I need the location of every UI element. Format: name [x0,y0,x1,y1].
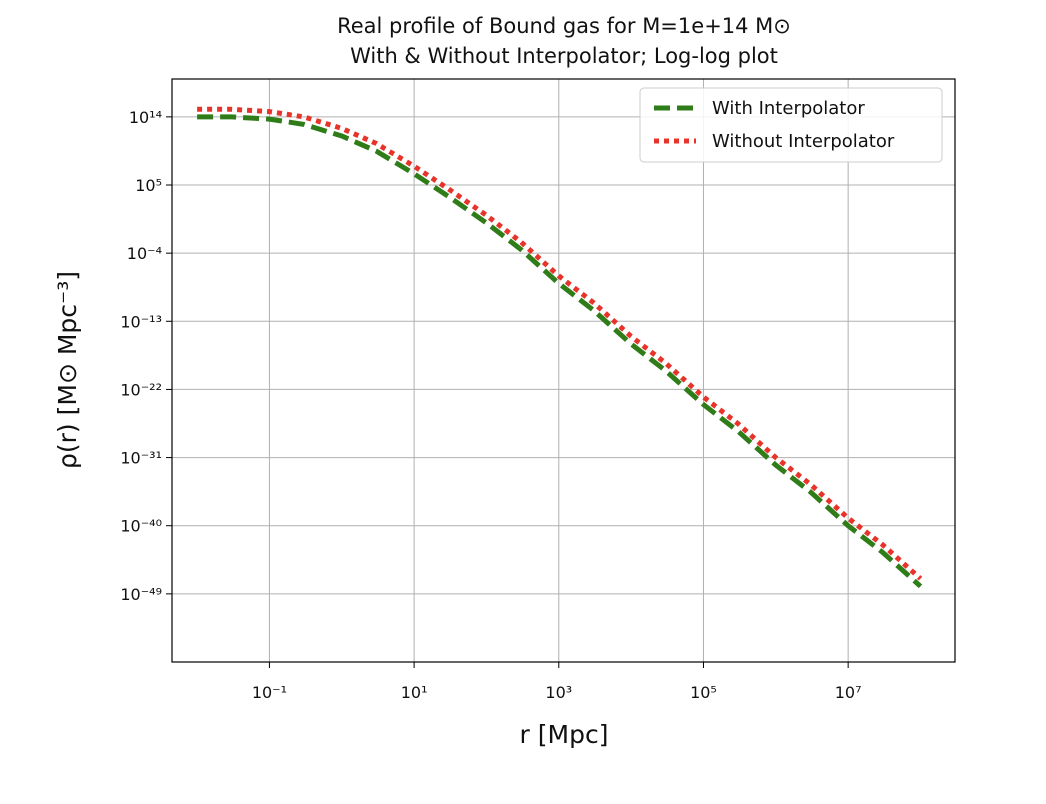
x-axis-label: r [Mpc] [520,720,609,749]
x-tick-label: 10³ [545,683,572,702]
y-tick-label: 10⁻⁴⁹ [120,585,162,604]
y-tick-label: 10⁻³¹ [120,449,162,468]
legend-label-with-interpolator: With Interpolator [712,98,865,119]
legend-box [639,87,943,163]
x-tick-label: 10⁷ [835,683,862,702]
y-tick-label: 10⁻⁴⁰ [120,517,162,536]
chart-subtitle: With & Without Interpolator; Log-log plo… [350,44,778,68]
x-tick-label: 10¹ [401,683,428,702]
y-tick-label: 10¹⁴ [129,108,162,127]
x-tick-label: 10⁵ [690,683,717,702]
x-axis-ticks: 10⁻¹ 10¹ 10³ 10⁵ 10⁷ [252,662,862,702]
y-axis-ticks: 10¹⁴ 10⁵ 10⁻⁴ 10⁻¹³ 10⁻²² 10⁻³¹ 10⁻⁴⁰ 10⁻⁴⁹ [120,108,172,604]
legend: With Interpolator Without Interpolator [639,87,943,163]
y-tick-label: 10⁻¹³ [120,312,162,331]
y-tick-label: 10⁻²² [120,380,162,399]
series-line-with-interpolator [197,114,923,589]
y-tick-label: 10⁵ [135,176,162,195]
series-line-without-interpolator [197,106,923,581]
y-tick-label: 10⁻⁴ [127,244,162,263]
series-layer [197,106,923,589]
y-axis-label: ρ(r) [M⊙ Mpc⁻³] [53,271,82,469]
grid-lines [172,79,955,662]
x-tick-label: 10⁻¹ [252,683,287,702]
legend-label-without-interpolator: Without Interpolator [712,131,895,152]
plot-frame [171,78,956,663]
chart-title: Real profile of Bound gas for M=1e+14 M⊙ [337,14,791,38]
